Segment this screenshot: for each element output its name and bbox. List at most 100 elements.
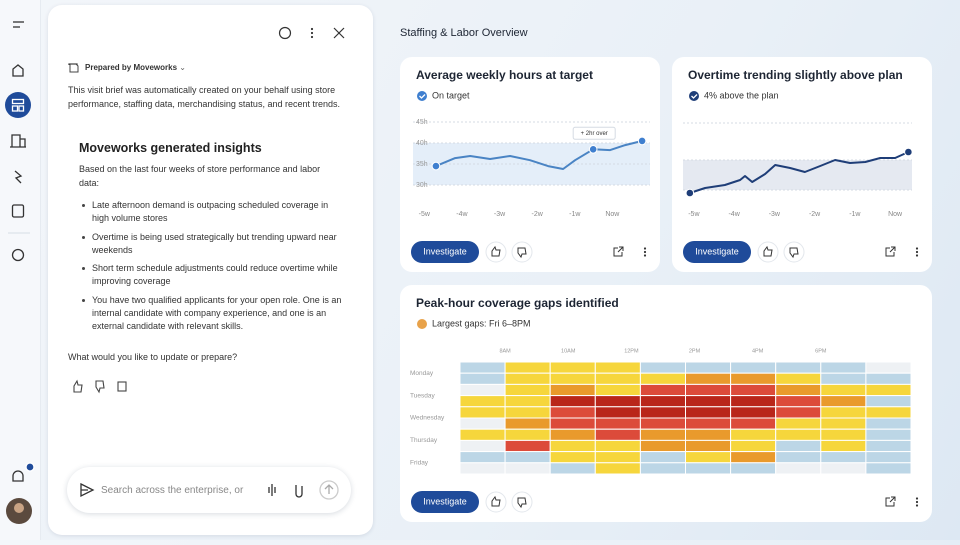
- voice-icon[interactable]: [268, 484, 276, 496]
- heat-cell: [730, 428, 777, 441]
- heat-cell: [549, 361, 596, 374]
- x-tick-label: -2w: [809, 211, 821, 218]
- heat-cell: [775, 372, 822, 385]
- heat-cell: [865, 417, 912, 430]
- chevron[interactable]: ⌄: [179, 63, 186, 72]
- active-nav[interactable]: [5, 92, 31, 118]
- home-icon[interactable]: [12, 64, 24, 77]
- investigate-button[interactable]: [683, 241, 751, 263]
- rail-icons: [5, 21, 35, 524]
- row-label: Friday: [410, 460, 429, 467]
- heat-cell: [865, 451, 912, 464]
- dislike-button[interactable]: [511, 241, 533, 263]
- x-tick-label: -4w: [728, 211, 740, 218]
- heat-cell: [685, 417, 732, 430]
- close-icon[interactable]: [333, 27, 345, 39]
- bell-icon[interactable]: [12, 470, 24, 482]
- more-dot: [643, 247, 647, 250]
- x-tick-label: Now: [605, 211, 620, 218]
- check: [419, 94, 426, 99]
- time-label: 8AM: [499, 348, 511, 354]
- insight-list: Late afternoon demand is outpacing sched…: [79, 199, 343, 338]
- heat-cell: [639, 417, 687, 430]
- x-tick-label: -3w: [494, 211, 506, 218]
- intro: This visit brief was automatically creat…: [68, 85, 340, 109]
- heat-cell: [730, 439, 777, 453]
- heat-cell: [730, 361, 777, 374]
- button-label: Investigate: [423, 246, 467, 256]
- heat-cell: [594, 428, 641, 441]
- heat-cell: [730, 395, 777, 408]
- route-icon[interactable]: [14, 170, 23, 184]
- placeholder: Search across the enterprise, or: [101, 485, 244, 496]
- status-icon: [417, 91, 427, 101]
- history-icon[interactable]: [11, 248, 25, 262]
- button-label: Investigate: [695, 246, 739, 256]
- more-dot: [915, 254, 919, 257]
- heat-cell: [639, 383, 687, 397]
- heat-cell: [594, 406, 641, 419]
- more-icon[interactable]: [310, 27, 314, 39]
- like-button[interactable]: [485, 491, 507, 513]
- heat-cell: [685, 372, 732, 385]
- heat-cell: [639, 372, 687, 385]
- send-button[interactable]: [319, 480, 339, 500]
- x-tick-label: -5w: [419, 211, 431, 218]
- building-icon[interactable]: [10, 134, 26, 148]
- new-chat-icon[interactable]: [278, 26, 292, 40]
- heat-cell: [549, 383, 596, 397]
- brand-icon: [80, 482, 95, 498]
- assistant-panel: Prepared by Moveworks ⌄ This visit brief…: [48, 5, 373, 535]
- thumbs-down[interactable]: [95, 380, 105, 394]
- row-label: Wednesday: [410, 415, 445, 422]
- heat-cell: [594, 417, 641, 430]
- dashboard-icon[interactable]: [11, 98, 25, 112]
- open-icon[interactable]: [613, 246, 624, 257]
- copy-icon[interactable]: [117, 381, 127, 392]
- open-icon[interactable]: [885, 246, 896, 257]
- insight: Short term schedule adjustments could re…: [79, 262, 343, 288]
- heat-cell: [685, 451, 732, 464]
- heat-cell: [549, 439, 596, 453]
- time-label: 6PM: [815, 348, 827, 354]
- like-button[interactable]: [757, 241, 779, 263]
- search-input[interactable]: Search across the enterprise, or: [67, 467, 351, 513]
- more-dot: [643, 254, 647, 257]
- status-text: On target: [432, 90, 470, 100]
- heat-cell: [775, 451, 822, 464]
- menu-icon[interactable]: [13, 21, 24, 28]
- y-tick-label: 45h: [416, 119, 428, 126]
- open-icon[interactable]: [885, 496, 896, 507]
- heat-cell: [685, 439, 732, 453]
- annotation-box: [572, 126, 616, 140]
- more-dot: [915, 497, 919, 500]
- x-tick-label: -4w: [456, 211, 468, 218]
- heat-cell: [865, 428, 912, 441]
- attach-icon[interactable]: [295, 485, 303, 498]
- heat-cell: [639, 462, 687, 475]
- y-tick-label: 40h: [416, 140, 428, 147]
- dislike-button[interactable]: [511, 491, 533, 513]
- card-title: Average weekly hours at target: [416, 68, 593, 82]
- investigate-button[interactable]: [411, 241, 479, 263]
- heat-cell: [820, 417, 867, 430]
- avatar-face: [14, 503, 24, 513]
- like-button[interactable]: [485, 241, 507, 263]
- status-icon: [417, 319, 427, 329]
- heat-cell: [504, 372, 551, 385]
- send-arrow: [324, 484, 334, 494]
- heat-cell: [730, 383, 777, 397]
- x-tick-label: -5w: [688, 211, 700, 218]
- prepared-by: Prepared by Moveworks ⌄: [85, 63, 186, 72]
- heat-cell: [685, 462, 732, 475]
- heat-cell: [459, 372, 506, 385]
- insight: You have two qualified applicants for yo…: [79, 294, 343, 333]
- investigate-button[interactable]: [411, 491, 479, 513]
- thumbs-up[interactable]: [73, 379, 83, 393]
- heat-cell: [639, 451, 687, 464]
- contacts-icon[interactable]: [11, 204, 25, 218]
- point-marker: [904, 147, 913, 157]
- dislike-button[interactable]: [783, 241, 805, 263]
